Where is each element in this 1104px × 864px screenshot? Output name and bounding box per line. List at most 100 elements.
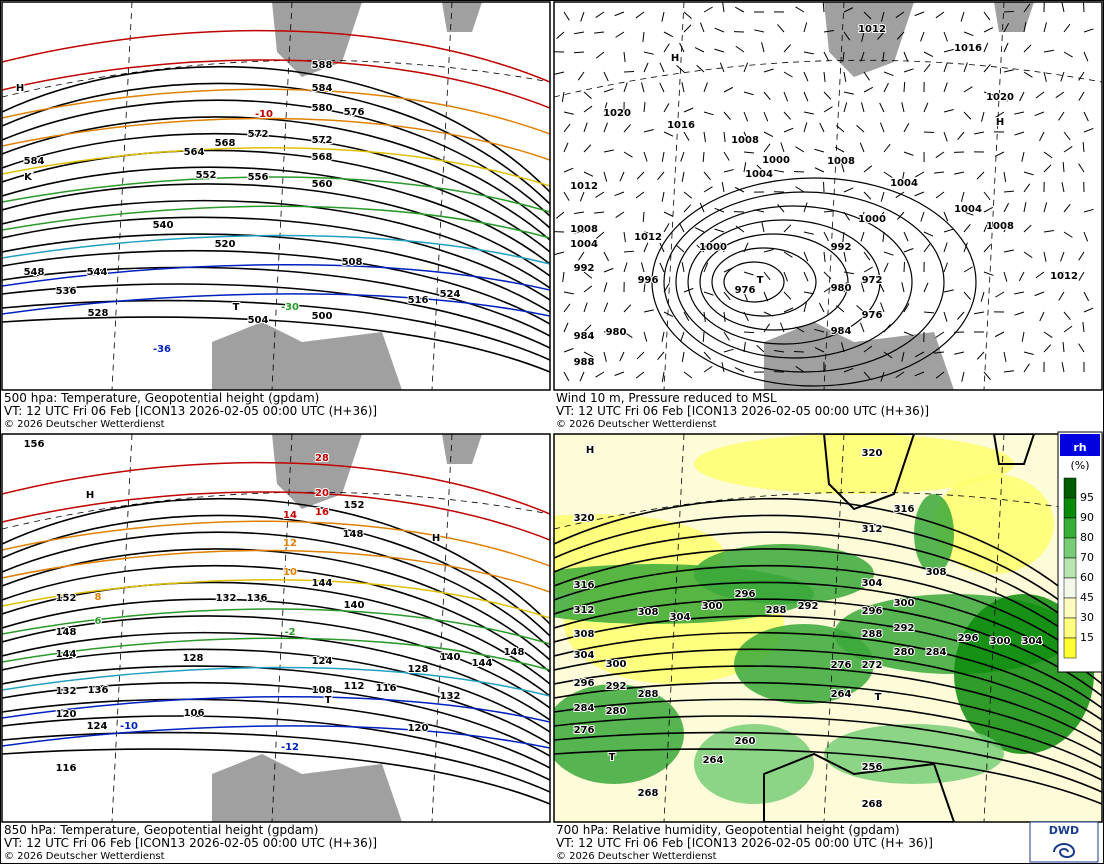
contour-label: 572 (248, 129, 269, 140)
graticule (431, 2, 453, 390)
wind-barb (957, 311, 965, 320)
wind-barb (803, 122, 808, 133)
wind-barb (903, 51, 909, 62)
wind-barb (703, 131, 706, 142)
wind-barb (743, 91, 754, 96)
wind-barb (863, 71, 870, 81)
contour (554, 681, 1102, 757)
wind-barb (897, 211, 905, 220)
wind-barb (603, 171, 608, 182)
contour (2, 199, 550, 289)
isotherm (2, 520, 550, 567)
wind-barb (1083, 231, 1089, 242)
isotherm (2, 579, 550, 619)
contour-label: 1012 (858, 24, 886, 35)
wind-barb (554, 251, 565, 256)
wind-barb (822, 2, 825, 13)
contour-label: 140 (440, 652, 461, 663)
wind-barb (1078, 343, 1085, 353)
wind-barb (603, 122, 608, 133)
land-mass (994, 2, 1034, 32)
wind-barb (1063, 51, 1073, 58)
graticule (983, 2, 1005, 390)
wind-barb (863, 86, 874, 93)
graticule (823, 434, 845, 822)
wind-barb (774, 349, 785, 353)
wind-barb (863, 371, 872, 380)
contour-label: 288 (862, 629, 883, 640)
wind-barb (681, 262, 685, 273)
wind-barb (860, 102, 865, 113)
land-mass (442, 434, 482, 464)
wind-barb (994, 151, 1005, 157)
panel-caption: 700 hPa: Relative humidity, Geopotential… (556, 823, 900, 837)
contour-label: 584 (24, 156, 45, 167)
wind-barb (880, 302, 885, 313)
land-mass (272, 2, 362, 77)
legend-swatch (1063, 517, 1077, 539)
wind-barb (843, 282, 847, 293)
wind-barb (1003, 351, 1007, 362)
wind-barb (795, 146, 805, 153)
wind-barb (963, 223, 971, 233)
wind-barb (923, 282, 929, 293)
wind-barb (1003, 91, 1008, 102)
wind-barb (879, 102, 885, 113)
land-mass (763, 752, 956, 822)
contour-label: H (432, 533, 440, 544)
wind-barb (743, 291, 749, 302)
wind-barb (1003, 271, 1008, 282)
wind-barb (702, 151, 705, 163)
wind-barb (843, 7, 854, 13)
wind-barb (635, 191, 645, 199)
wind-barb (619, 351, 625, 362)
wind-barb (783, 251, 793, 258)
contour-label: 120 (56, 709, 77, 720)
contour-label: 576 (344, 107, 365, 118)
contour-label: 536 (56, 286, 77, 297)
wind-barb (777, 203, 785, 213)
wind-barb (643, 51, 654, 55)
wind-barb (1083, 28, 1094, 33)
wind-barb (960, 11, 965, 22)
wind-barb (883, 351, 893, 359)
contour-label: -36 (153, 344, 171, 355)
panel-frame (1, 1, 551, 391)
wind-barb (995, 111, 1005, 118)
wind-barb (860, 231, 865, 242)
legend-tick: 45 (1080, 591, 1094, 604)
wind-barb (703, 291, 714, 296)
map-background (554, 2, 1102, 390)
contour (2, 715, 550, 781)
isotherm (2, 29, 550, 83)
contour-label: 568 (312, 152, 333, 163)
contour (2, 216, 550, 301)
wind-barb (714, 228, 725, 233)
wind-barb (903, 81, 906, 93)
wind-barb (642, 31, 645, 42)
contour (554, 514, 1102, 637)
wind-barb (594, 31, 605, 34)
contour-label: 12 (283, 538, 297, 549)
isotherm (2, 549, 550, 593)
wind-barb (643, 309, 654, 313)
contour-label: 552 (196, 170, 217, 181)
wind-barb (583, 271, 593, 279)
contour-label: 304 (862, 578, 883, 589)
contour-label: 1008 (731, 135, 759, 146)
wind-barb (842, 51, 845, 62)
contour-label: 288 (766, 605, 787, 616)
wind-barb (823, 30, 834, 33)
isotherm (2, 59, 550, 109)
wind-barb (703, 351, 712, 360)
contour-label: 132 (440, 691, 461, 702)
wind-barb (699, 22, 705, 33)
wind-barb (702, 331, 705, 343)
wind-barb (943, 82, 948, 93)
contour (554, 731, 1102, 793)
wind-barb (1043, 22, 1047, 33)
graticule (554, 491, 1102, 530)
wind-barb (1058, 291, 1065, 301)
wind-barb (774, 169, 785, 173)
contour (554, 715, 1102, 781)
